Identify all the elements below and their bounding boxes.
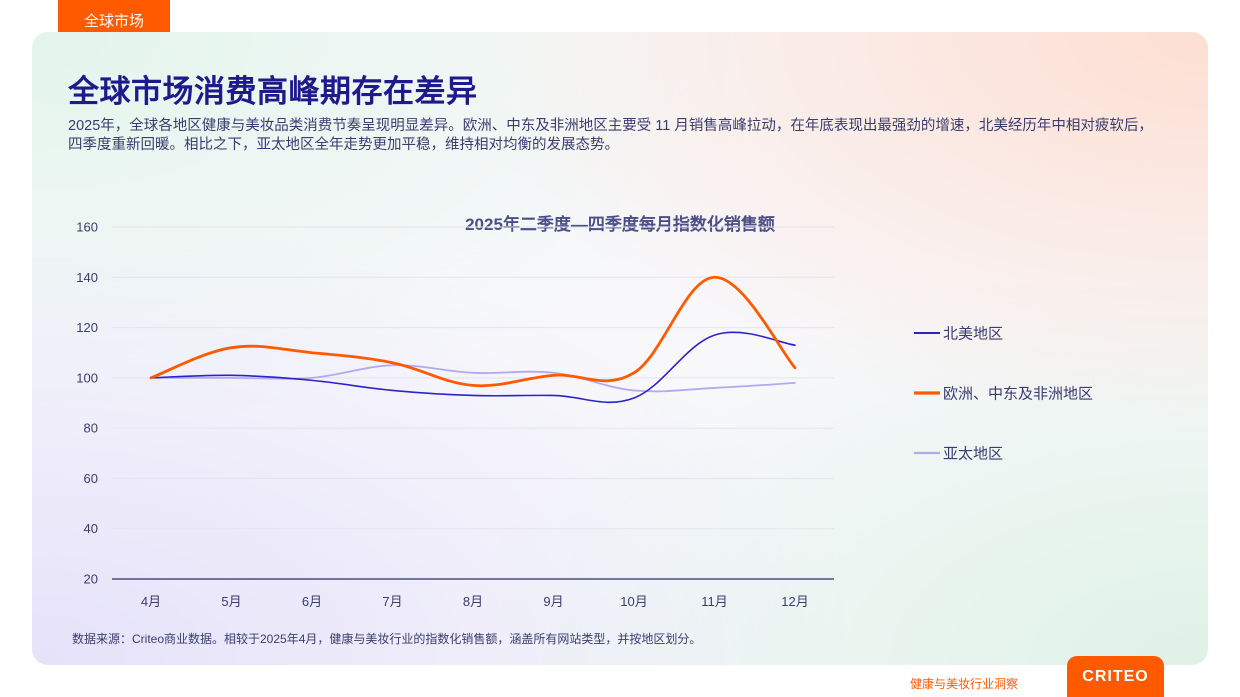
- legend-label: 欧洲、中东及非洲地区: [943, 386, 1093, 403]
- y-tick-label: 140: [76, 270, 98, 285]
- y-tick-label: 60: [84, 471, 98, 486]
- series-line: [150, 364, 796, 393]
- y-tick-label: 100: [76, 370, 98, 385]
- y-tick-label: 40: [84, 521, 98, 536]
- x-tick-label: 11月: [701, 594, 728, 609]
- x-tick-label: 8月: [463, 594, 483, 609]
- legend-label: 北美地区: [943, 326, 1003, 343]
- x-tick-label: 12月: [781, 594, 808, 609]
- legend-label: 亚太地区: [943, 446, 1003, 463]
- x-tick-label: 10月: [620, 594, 647, 609]
- x-tick-label: 7月: [382, 594, 402, 609]
- page-title: 全球市场消费高峰期存在差异: [68, 74, 478, 109]
- page-description: 2025年，全球各地区健康与美妆品类消费节奏呈现明显差异。欧洲、中东及非洲地区主…: [68, 118, 1153, 153]
- criteo-logo: CRITEO: [1067, 656, 1164, 697]
- y-tick-label: 160: [76, 220, 98, 235]
- y-tick-label: 80: [84, 421, 98, 436]
- series-line: [150, 331, 796, 404]
- x-tick-label: 4月: [141, 594, 161, 609]
- chart-title: 2025年二季度—四季度每月指数化销售额: [465, 215, 775, 234]
- x-tick-label: 5月: [221, 594, 241, 609]
- x-tick-label: 6月: [302, 594, 322, 609]
- series-line: [149, 275, 797, 388]
- report-name: 健康与美妆行业洞察: [910, 677, 1019, 691]
- x-tick-label: 9月: [543, 594, 563, 609]
- data-source-note: 数据来源：Criteo商业数据。相较于2025年4月，健康与美妆行业的指数化销售…: [72, 632, 702, 646]
- y-tick-label: 20: [84, 572, 98, 587]
- y-tick-label: 120: [76, 320, 98, 335]
